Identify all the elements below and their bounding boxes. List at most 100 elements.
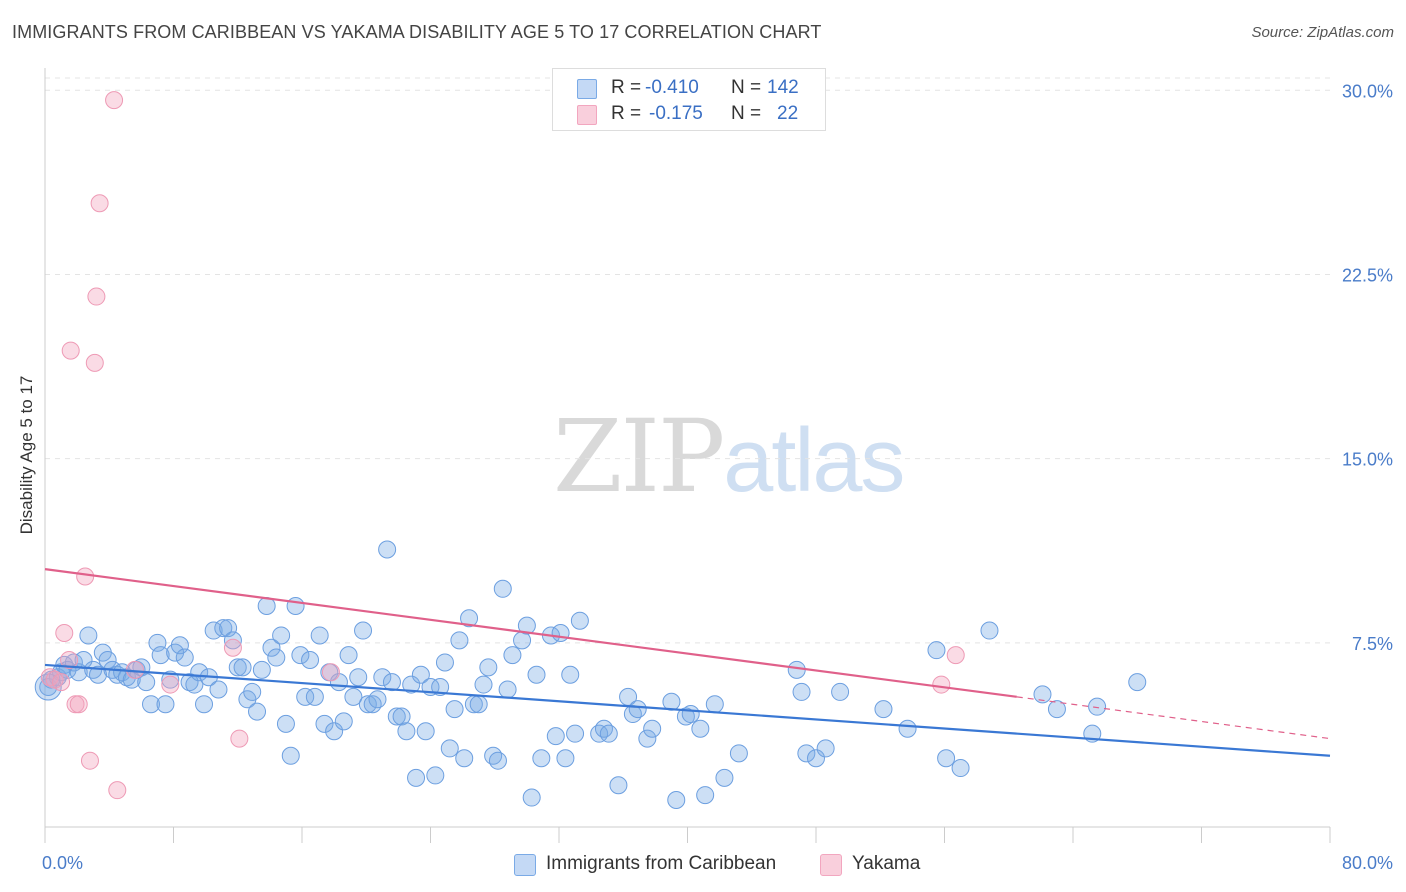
caribbean-point — [681, 705, 700, 724]
caribbean-point — [488, 751, 507, 770]
caribbean-trend-line — [44, 663, 1331, 757]
caribbean-point — [807, 749, 825, 768]
yakama-point — [60, 651, 79, 670]
caribbean-point — [460, 609, 479, 628]
x-tick-label: 0.0% — [42, 853, 83, 873]
caribbean-point — [643, 719, 662, 738]
caribbean-point — [440, 739, 459, 758]
caribbean-point — [638, 729, 657, 748]
caribbean-point — [358, 695, 377, 714]
caribbean-point — [498, 680, 517, 699]
caribbean-point — [792, 682, 811, 701]
caribbean-point — [696, 786, 715, 805]
caribbean-point — [209, 680, 228, 699]
caribbean-point — [455, 749, 474, 768]
caribbean-point — [676, 707, 695, 726]
stats-r-label: R = — [611, 103, 642, 124]
y-tick-label: 22.5% — [1342, 265, 1393, 285]
yakama-point — [161, 675, 180, 694]
caribbean-point — [797, 744, 816, 763]
caribbean-point — [546, 727, 565, 746]
caribbean-point — [180, 673, 199, 692]
caribbean-point — [349, 668, 368, 687]
caribbean-point — [435, 653, 454, 672]
caribbean-point — [522, 788, 541, 807]
watermark: ZIPatlas — [553, 398, 905, 515]
caribbean-point — [599, 724, 618, 743]
yakama-point — [55, 623, 74, 642]
caribbean-point — [667, 790, 686, 809]
yakama-point — [932, 675, 951, 694]
yakama-point — [108, 781, 127, 800]
caribbean-point — [286, 596, 305, 615]
stats-r-value: -0.175 — [649, 103, 703, 124]
caribbean-point — [484, 746, 503, 765]
watermark-atlas: atlas — [723, 411, 905, 511]
caribbean-point — [291, 646, 310, 665]
yakama-trend-extension — [1016, 696, 1331, 740]
caribbean-point — [228, 658, 247, 677]
caribbean-point — [445, 700, 464, 719]
caribbean-point — [151, 646, 170, 665]
caribbean-point — [89, 665, 108, 684]
y-tick-label: 7.5% — [1352, 634, 1393, 654]
caribbean-point — [527, 665, 546, 684]
caribbean-point — [339, 646, 358, 665]
stats-r-value: -0.410 — [645, 77, 699, 98]
yakama-point — [61, 341, 80, 360]
legend-swatch-pink — [820, 854, 842, 876]
yakama-point — [105, 91, 124, 110]
caribbean-point — [561, 665, 580, 684]
yakama-point — [230, 729, 249, 748]
caribbean-point — [354, 621, 373, 640]
yakama-point — [946, 646, 965, 665]
caribbean-point — [382, 673, 401, 692]
yakama-point — [223, 638, 242, 657]
caribbean-point — [1047, 700, 1066, 719]
legend-swatch-blue — [514, 854, 536, 876]
source-label: Source: ZipAtlas.com — [1251, 24, 1394, 41]
caribbean-point — [137, 673, 156, 692]
caribbean-point — [816, 739, 835, 758]
stats-n-value: 142 — [767, 77, 799, 98]
caribbean-point — [469, 695, 488, 714]
caribbean-point — [161, 670, 180, 689]
caribbean-point — [503, 646, 522, 665]
caribbean-point — [252, 660, 271, 679]
caribbean-point — [566, 724, 585, 743]
caribbean-point — [344, 687, 363, 706]
x-tick-label: 80.0% — [1342, 853, 1393, 873]
yakama-trend-line — [44, 568, 1017, 698]
legend-label: Immigrants from Caribbean — [546, 853, 777, 874]
caribbean-point — [142, 695, 161, 714]
caribbean-point — [315, 714, 334, 733]
yakama-point — [321, 663, 340, 682]
yakama-point — [85, 353, 104, 372]
caribbean-point — [156, 695, 175, 714]
stats-panel: R = -0.410 N = 142 R = -0.175 N = 22 — [552, 68, 826, 131]
caribbean-point — [267, 648, 286, 667]
caribbean-point — [450, 631, 469, 650]
caribbean-point — [373, 668, 392, 687]
caribbean-point — [594, 719, 613, 738]
caribbean-point — [363, 695, 382, 714]
caribbean-point — [705, 695, 724, 714]
caribbean-point — [874, 700, 893, 719]
y-tick-label: 30.0% — [1342, 81, 1393, 101]
chart-title: IMMIGRANTS FROM CARIBBEAN VS YAKAMA DISA… — [12, 22, 822, 42]
yakama-point — [87, 287, 106, 306]
yakama-point — [40, 668, 59, 687]
stats-n-label: N = — [731, 77, 762, 98]
caribbean-point — [407, 768, 426, 787]
watermark-zip: ZIP — [553, 398, 725, 515]
caribbean-point — [79, 626, 98, 645]
caribbean-point — [431, 678, 450, 697]
yakama-point — [80, 751, 99, 770]
caribbean-point — [474, 675, 493, 694]
caribbean-point — [532, 749, 551, 768]
caribbean-point — [248, 702, 267, 721]
caribbean-point — [590, 724, 609, 743]
caribbean-point — [927, 641, 946, 660]
stats-n-value: 22 — [777, 103, 799, 124]
caribbean-point — [831, 682, 850, 701]
